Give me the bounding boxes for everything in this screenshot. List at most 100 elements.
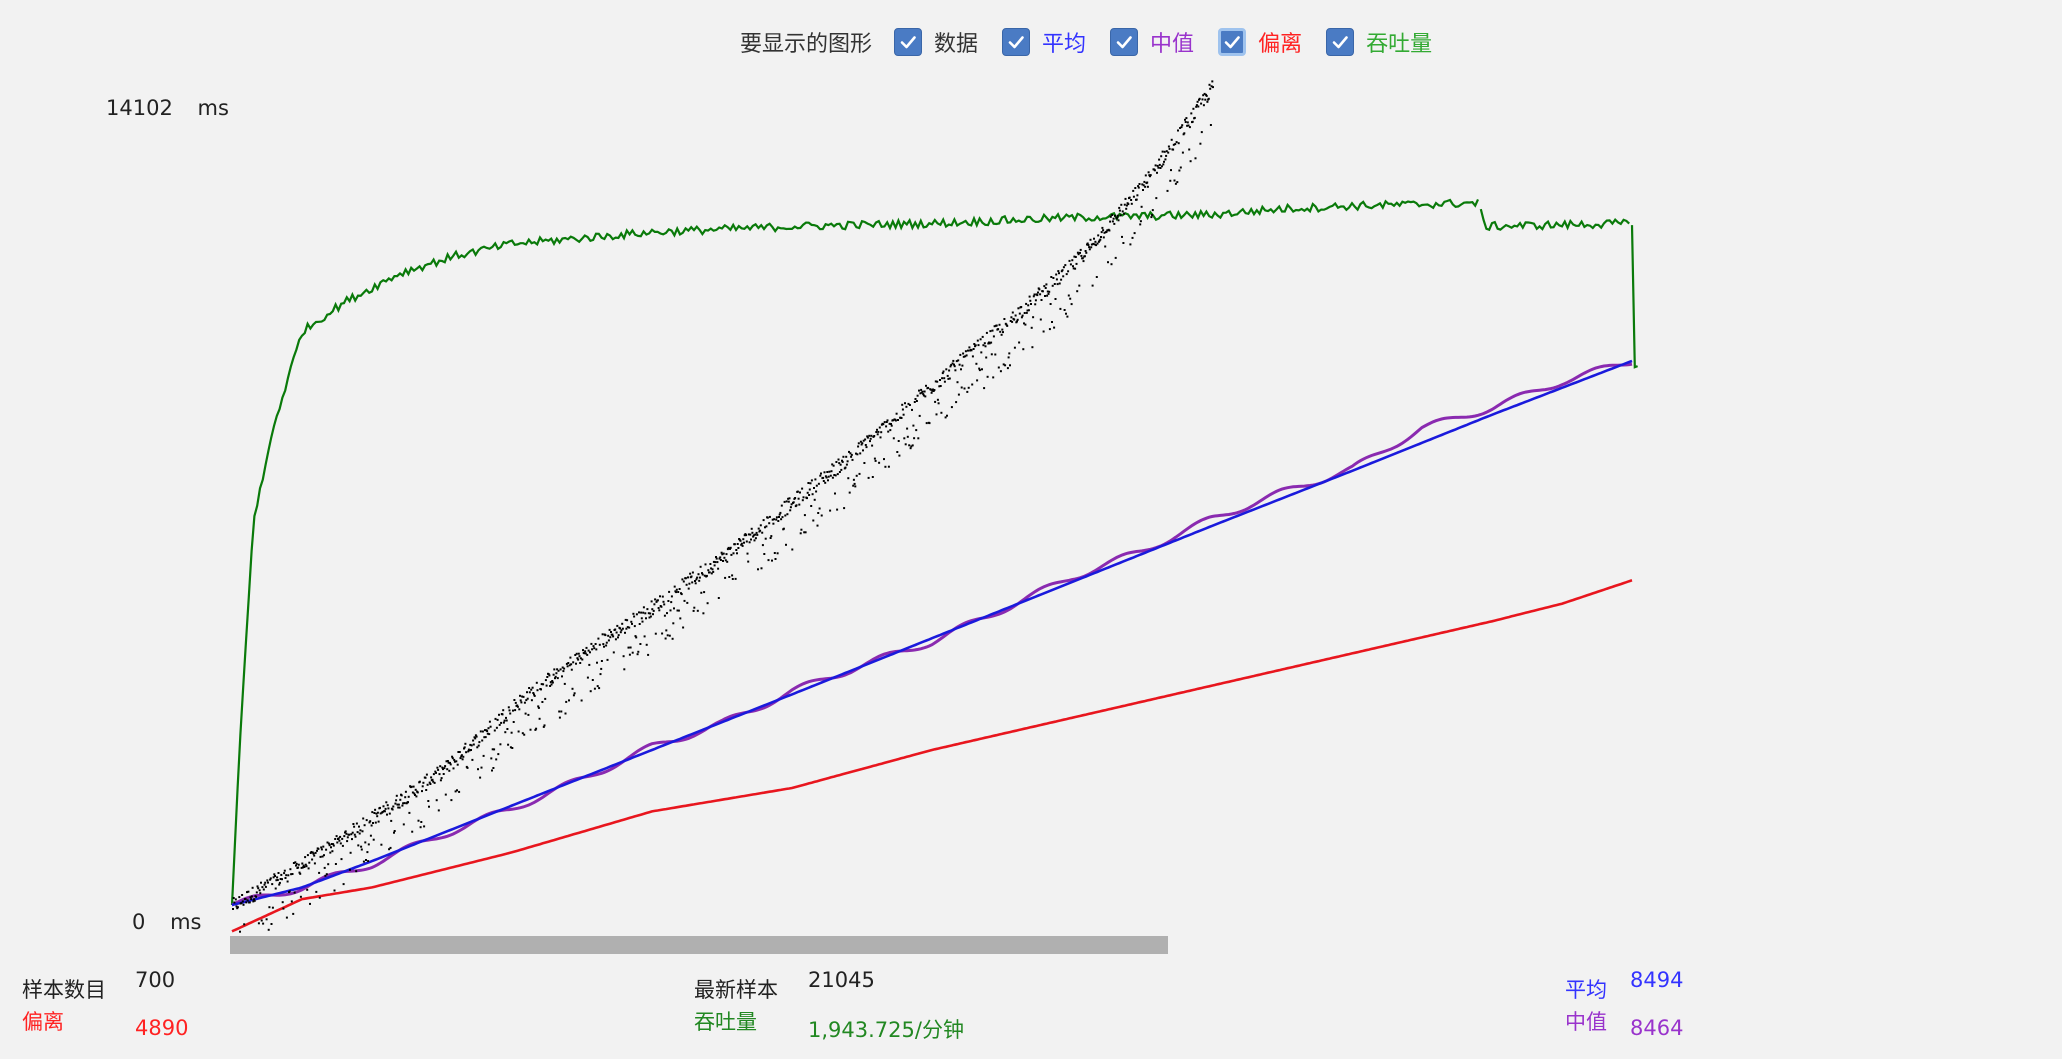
data-point	[452, 767, 455, 770]
checkbox-average[interactable]	[1002, 28, 1031, 56]
data-point	[274, 875, 276, 877]
data-point	[1183, 132, 1186, 135]
data-point	[1185, 117, 1188, 120]
data-point	[1163, 160, 1165, 163]
data-point	[761, 544, 764, 547]
data-point	[1111, 220, 1114, 223]
checkbox-median[interactable]	[1110, 28, 1139, 56]
data-point	[677, 609, 680, 612]
data-point	[798, 503, 801, 506]
data-point	[274, 887, 277, 890]
data-point	[340, 858, 343, 861]
data-point	[1018, 341, 1021, 344]
deviation-label: 偏离	[22, 1010, 64, 1034]
data-point	[290, 873, 293, 876]
data-point	[696, 609, 699, 612]
data-point	[1007, 356, 1010, 359]
data-point	[806, 497, 808, 500]
data-point	[1040, 299, 1043, 301]
data-point	[845, 455, 848, 458]
data-point	[1128, 196, 1131, 199]
data-point	[313, 854, 316, 857]
data-point	[943, 377, 946, 380]
data-point	[843, 507, 846, 510]
data-point	[232, 908, 234, 910]
data-point	[558, 710, 561, 713]
data-point	[699, 565, 702, 568]
checkbox-throughput[interactable]	[1326, 28, 1355, 56]
data-point	[1018, 312, 1021, 315]
data-point	[593, 687, 596, 690]
data-point	[581, 658, 584, 661]
legend-item-median[interactable]: 中值	[1110, 26, 1194, 58]
data-point	[492, 767, 495, 769]
data-point	[446, 768, 449, 771]
data-point	[456, 789, 458, 792]
data-point	[832, 464, 835, 467]
data-point	[301, 862, 304, 865]
data-point	[465, 751, 468, 754]
data-point	[1002, 331, 1004, 334]
data-point	[1058, 272, 1060, 275]
data-point	[278, 883, 281, 886]
data-point	[1197, 105, 1200, 108]
data-point	[589, 651, 591, 654]
data-point	[1006, 324, 1009, 327]
data-point	[977, 344, 980, 347]
data-point	[348, 833, 351, 836]
data-point	[397, 803, 400, 806]
data-point	[672, 622, 675, 625]
data-point	[442, 773, 445, 775]
data-point	[884, 465, 887, 468]
data-point	[936, 398, 939, 401]
data-point	[657, 607, 660, 609]
data-point	[285, 916, 288, 919]
data-point	[713, 564, 716, 567]
data-point	[896, 451, 899, 453]
legend-item-deviation[interactable]: 偏离	[1218, 26, 1302, 58]
data-point	[352, 823, 355, 825]
data-point	[276, 879, 279, 881]
checkbox-data[interactable]	[894, 28, 923, 56]
data-point	[662, 600, 665, 603]
legend-item-average[interactable]: 平均	[1002, 26, 1086, 58]
data-point	[437, 809, 440, 812]
data-point	[596, 661, 598, 664]
data-point	[454, 790, 457, 793]
data-point	[967, 386, 970, 389]
data-point	[563, 682, 566, 685]
data-point	[938, 385, 941, 388]
data-point	[730, 553, 733, 556]
data-point	[570, 663, 573, 666]
data-point	[412, 785, 415, 788]
data-point	[307, 867, 310, 870]
data-point	[330, 846, 332, 849]
legend-item-data[interactable]: 数据	[894, 26, 978, 58]
data-point	[663, 603, 666, 606]
legend-item-throughput[interactable]: 吞吐量	[1326, 26, 1432, 58]
data-point	[988, 342, 991, 345]
data-point	[359, 829, 362, 832]
data-point	[814, 478, 817, 481]
data-point	[332, 844, 335, 847]
data-point	[1157, 166, 1160, 169]
data-point	[1187, 124, 1190, 127]
data-point	[362, 860, 365, 863]
data-point	[973, 343, 976, 345]
average-label: 平均	[1565, 978, 1607, 1002]
data-point	[1089, 238, 1092, 241]
data-point	[324, 874, 327, 877]
data-point	[756, 533, 759, 536]
checkbox-deviation[interactable]	[1218, 28, 1247, 56]
data-point	[763, 553, 766, 555]
data-point	[850, 453, 853, 456]
data-point	[328, 844, 331, 847]
data-point	[421, 790, 423, 793]
data-point	[934, 400, 937, 403]
data-point	[1088, 246, 1091, 249]
data-point	[775, 518, 778, 521]
data-point	[911, 444, 914, 447]
data-point	[1091, 284, 1094, 287]
data-point	[526, 691, 528, 694]
data-point	[729, 546, 732, 549]
